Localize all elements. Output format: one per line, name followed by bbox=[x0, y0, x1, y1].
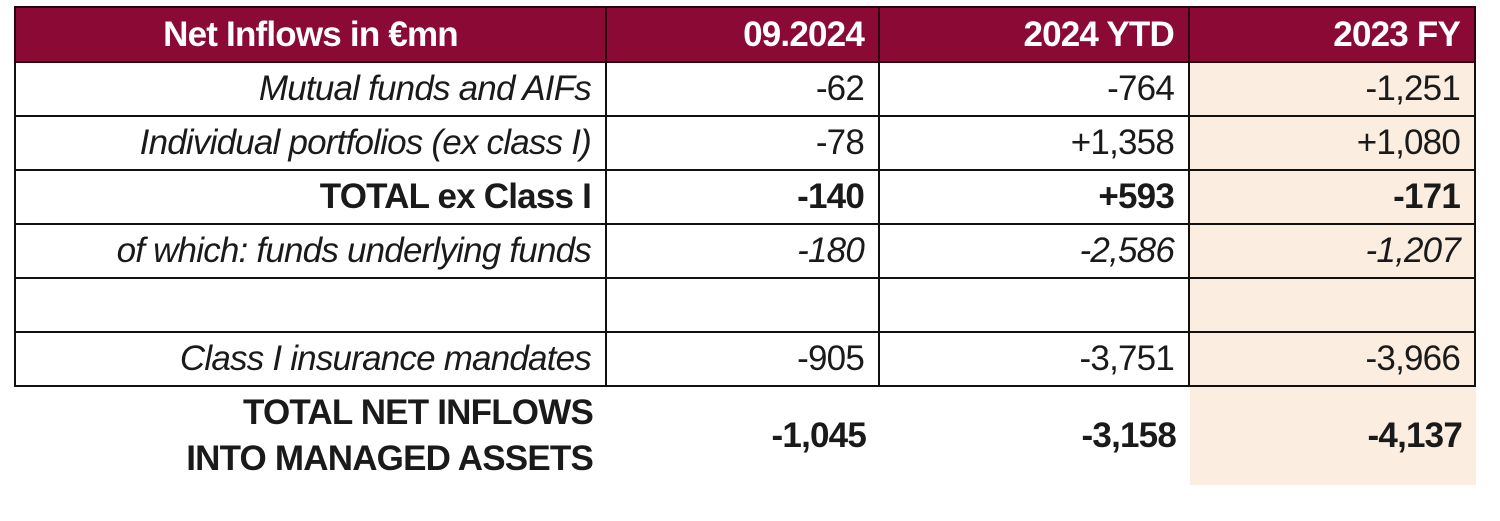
header-col-09-2024: 09.2024 bbox=[607, 6, 880, 63]
table-row: Individual portfolios (ex class I) -78 +… bbox=[14, 117, 1476, 171]
row-label: Individual portfolios (ex class I) bbox=[14, 117, 607, 171]
header-col-2023-fy: 2023 FY bbox=[1190, 6, 1476, 63]
row-value-2023-fy: -1,207 bbox=[1190, 225, 1476, 279]
total-value-09-2024: -1,045 bbox=[771, 416, 867, 455]
row-value-09-2024: -140 bbox=[607, 171, 880, 225]
row-label: Class I insurance mandates bbox=[14, 333, 607, 387]
header-col-2024-ytd: 2024 YTD bbox=[880, 6, 1190, 63]
row-label: TOTAL ex Class I bbox=[14, 171, 607, 225]
row-value-2024-ytd: +1,358 bbox=[880, 117, 1190, 171]
row-value-09-2024: -62 bbox=[607, 63, 880, 117]
total-value-2023-fy: -4,137 bbox=[1190, 387, 1476, 485]
row-value-2024-ytd bbox=[880, 279, 1190, 333]
total-value-2024-ytd: -3,158 bbox=[1081, 416, 1177, 455]
row-label bbox=[14, 279, 607, 333]
row-label: Mutual funds and AIFs bbox=[14, 63, 607, 117]
table-header-row: Net Inflows in €mn 09.2024 2024 YTD 2023… bbox=[14, 6, 1476, 63]
row-value-2024-ytd: -3,751 bbox=[880, 333, 1190, 387]
header-label: Net Inflows in €mn bbox=[14, 6, 607, 63]
table-row-empty bbox=[14, 279, 1476, 333]
total-label-line2: INTO MANAGED ASSETS bbox=[186, 439, 594, 478]
table-row: Class I insurance mandates -905 -3,751 -… bbox=[14, 333, 1476, 387]
net-inflows-table: Net Inflows in €mn 09.2024 2024 YTD 2023… bbox=[14, 6, 1476, 485]
table-row: of which: funds underlying funds -180 -2… bbox=[14, 225, 1476, 279]
row-value-09-2024: -905 bbox=[607, 333, 880, 387]
row-value-2023-fy: -3,966 bbox=[1190, 333, 1476, 387]
row-value-09-2024 bbox=[607, 279, 880, 333]
row-value-2023-fy: +1,080 bbox=[1190, 117, 1476, 171]
total-label: TOTAL NET INFLOWS INTO MANAGED ASSETS bbox=[14, 387, 607, 485]
table-row-subtotal: TOTAL ex Class I -140 +593 -171 bbox=[14, 171, 1476, 225]
row-value-2024-ytd: +593 bbox=[880, 171, 1190, 225]
row-label: of which: funds underlying funds bbox=[14, 225, 607, 279]
row-value-2023-fy: -171 bbox=[1190, 171, 1476, 225]
row-value-2023-fy: -1,251 bbox=[1190, 63, 1476, 117]
table-row-total: TOTAL NET INFLOWS INTO MANAGED ASSETS -1… bbox=[14, 387, 1476, 485]
row-value-2023-fy bbox=[1190, 279, 1476, 333]
row-value-09-2024: -180 bbox=[607, 225, 880, 279]
row-value-2024-ytd: -764 bbox=[880, 63, 1190, 117]
row-value-2024-ytd: -2,586 bbox=[880, 225, 1190, 279]
total-label-line1: TOTAL NET INFLOWS bbox=[243, 393, 594, 432]
table-row: Mutual funds and AIFs -62 -764 -1,251 bbox=[14, 63, 1476, 117]
row-value-09-2024: -78 bbox=[607, 117, 880, 171]
